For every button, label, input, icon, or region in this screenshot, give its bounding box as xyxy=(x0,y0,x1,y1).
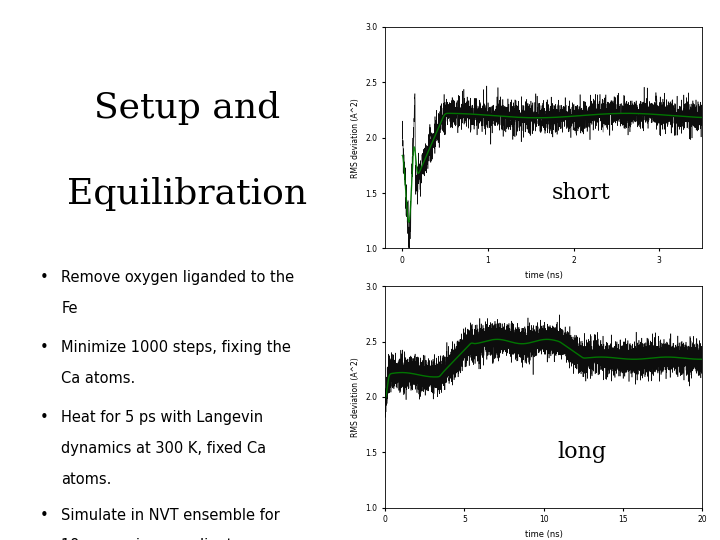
Text: dynamics at 300 K, fixed Ca: dynamics at 300 K, fixed Ca xyxy=(61,441,266,456)
Text: short: short xyxy=(552,182,611,204)
Text: •: • xyxy=(40,340,48,355)
Text: Equilibration: Equilibration xyxy=(67,178,307,211)
X-axis label: time (ns): time (ns) xyxy=(525,271,562,280)
Y-axis label: RMS deviation (A^2): RMS deviation (A^2) xyxy=(351,98,360,178)
Text: Heat for 5 ps with Langevin: Heat for 5 ps with Langevin xyxy=(61,410,264,426)
Text: atoms.: atoms. xyxy=(61,472,112,487)
Text: Remove oxygen liganded to the: Remove oxygen liganded to the xyxy=(61,270,294,285)
Text: •: • xyxy=(40,270,48,285)
Text: 19 ns, saving coordinates every: 19 ns, saving coordinates every xyxy=(61,538,295,540)
Text: Simulate in NVT ensemble for: Simulate in NVT ensemble for xyxy=(61,508,280,523)
Text: Setup and: Setup and xyxy=(94,91,280,125)
Text: Minimize 1000 steps, fixing the: Minimize 1000 steps, fixing the xyxy=(61,340,291,355)
Text: long: long xyxy=(557,441,606,463)
Text: Fe: Fe xyxy=(61,301,78,316)
Text: Ca atoms.: Ca atoms. xyxy=(61,371,135,386)
Text: •: • xyxy=(40,508,48,523)
X-axis label: time (ns): time (ns) xyxy=(525,530,562,539)
Text: •: • xyxy=(40,410,48,426)
Y-axis label: RMS deviation (A^2): RMS deviation (A^2) xyxy=(351,357,360,437)
